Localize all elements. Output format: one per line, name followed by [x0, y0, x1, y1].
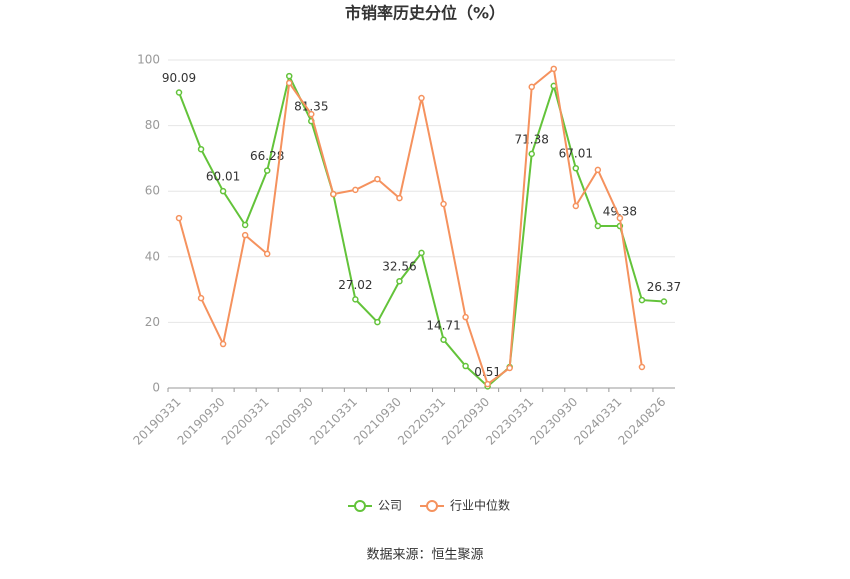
point — [638, 296, 646, 304]
point — [506, 364, 513, 372]
point — [440, 336, 447, 344]
data-label: 49.38 — [603, 205, 637, 219]
point — [418, 249, 425, 257]
point — [572, 164, 580, 172]
y-tick-label: 20 — [145, 315, 160, 329]
point — [462, 313, 469, 321]
point — [175, 214, 183, 222]
y-tick-label: 80 — [145, 118, 160, 132]
data-label: 67.01 — [559, 147, 593, 161]
point — [241, 231, 249, 239]
data-label: 60.01 — [206, 170, 240, 184]
y-tick-label: 100 — [137, 53, 160, 67]
point — [396, 277, 403, 285]
point — [572, 202, 580, 210]
x-tick-label: 20240826 — [615, 395, 668, 448]
y-tick-label: 40 — [145, 249, 160, 263]
point — [263, 167, 271, 174]
legend-label: 行业中位数 — [450, 498, 510, 513]
point — [330, 190, 337, 198]
source: 数据来源：恒生聚源 — [366, 548, 483, 563]
y-tick-label: 60 — [145, 184, 160, 198]
point — [528, 150, 535, 158]
point — [594, 166, 602, 174]
point — [219, 187, 227, 195]
y-tick-label: 0 — [152, 381, 160, 395]
point — [396, 194, 403, 202]
point — [241, 221, 249, 229]
point — [175, 89, 183, 96]
point — [197, 145, 205, 153]
point — [352, 186, 359, 194]
point — [374, 318, 381, 326]
chart-title: 市销率历史分位（%） — [345, 4, 505, 23]
data-label: 90.09 — [162, 71, 196, 85]
point — [550, 65, 558, 73]
point — [484, 380, 491, 388]
point — [285, 79, 293, 87]
data-label: 27.02 — [338, 278, 372, 292]
data-label: 71.38 — [515, 132, 549, 146]
point — [374, 175, 381, 183]
series-line — [178, 73, 665, 388]
legend-label: 公司 — [378, 499, 402, 513]
point — [418, 94, 425, 102]
data-label: 26.37 — [647, 280, 681, 294]
point — [440, 200, 447, 208]
data-label: 66.28 — [250, 149, 284, 163]
legend-marker — [426, 500, 439, 512]
data-label: 32.56 — [382, 260, 416, 274]
point — [638, 363, 646, 371]
point — [352, 296, 359, 303]
data-label: 14.71 — [426, 318, 460, 332]
point — [263, 250, 271, 258]
series-line — [178, 66, 643, 386]
point — [660, 298, 668, 305]
point — [219, 340, 227, 348]
point — [285, 72, 293, 80]
point — [462, 362, 469, 370]
legend-marker — [354, 500, 366, 512]
point — [197, 294, 205, 302]
data-label: 0.51 — [474, 365, 501, 379]
point — [308, 110, 315, 118]
point — [528, 83, 535, 91]
point — [594, 222, 602, 230]
point — [616, 214, 624, 222]
